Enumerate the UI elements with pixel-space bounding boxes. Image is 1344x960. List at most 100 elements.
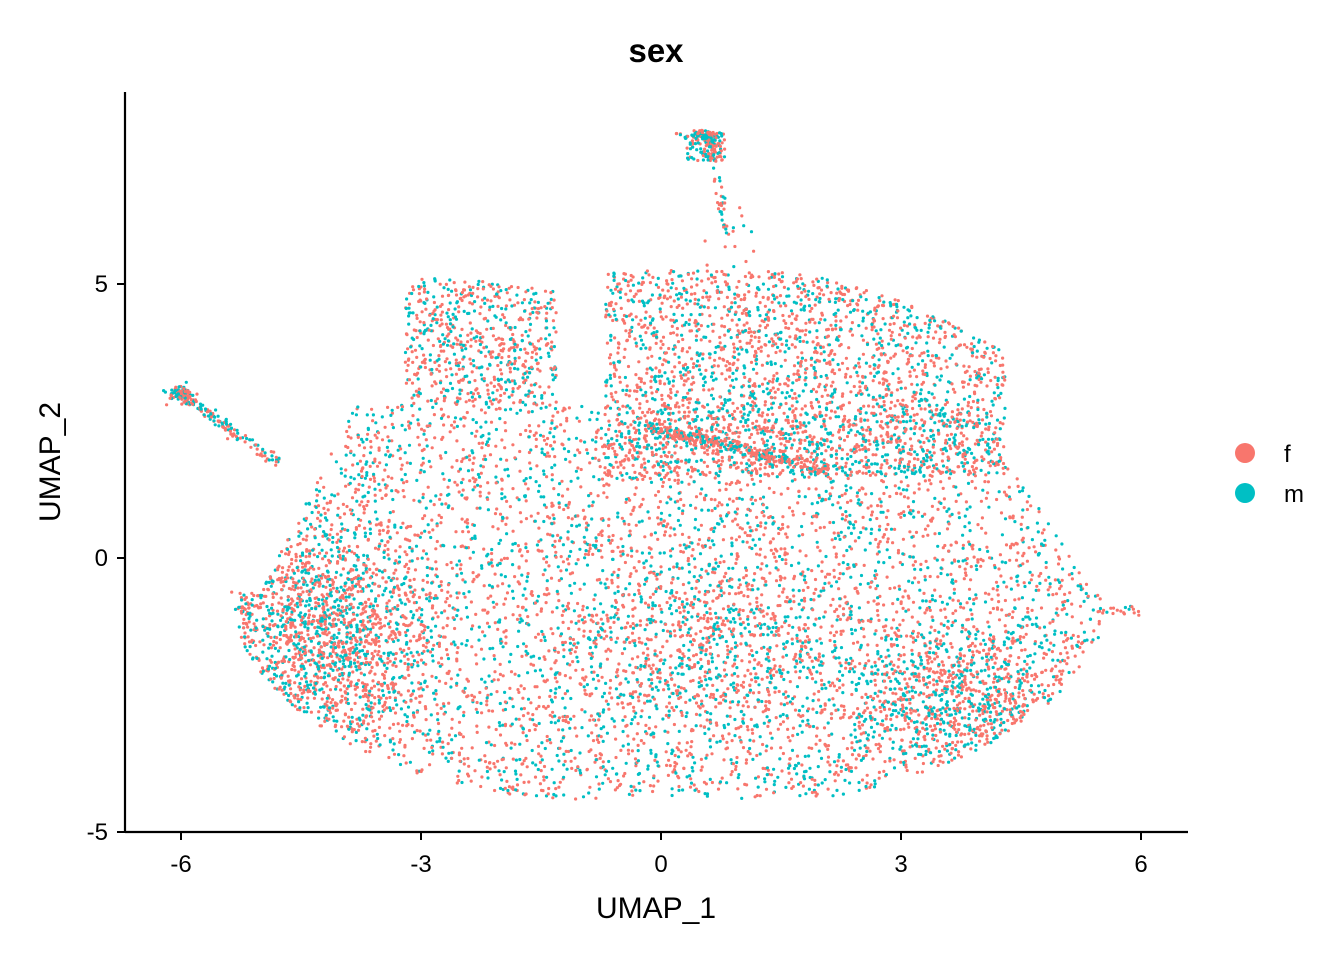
point-f: [1063, 592, 1067, 597]
point-m: [728, 610, 732, 614]
point-f: [712, 734, 716, 738]
point-f: [447, 701, 451, 705]
point-f: [779, 674, 784, 679]
point-m: [727, 566, 731, 570]
point-m: [498, 538, 503, 542]
point-m: [824, 554, 828, 559]
point-f: [565, 604, 570, 608]
point-f: [822, 726, 827, 730]
point-f: [280, 602, 284, 606]
point-f: [532, 433, 536, 437]
point-f: [810, 521, 814, 525]
point-f: [735, 496, 739, 501]
point-m: [361, 713, 365, 717]
point-f: [837, 562, 841, 566]
point-f: [539, 754, 543, 758]
point-f: [518, 511, 523, 515]
point-f: [563, 640, 568, 645]
point-f: [1008, 558, 1012, 562]
point-f: [956, 599, 961, 603]
point-f: [643, 461, 647, 465]
point-m: [975, 567, 979, 572]
point-m: [434, 494, 438, 498]
point-f: [636, 695, 641, 699]
point-m: [489, 692, 493, 696]
point-f: [472, 695, 476, 699]
point-f: [792, 438, 796, 442]
point-f: [899, 600, 903, 604]
point-f: [446, 590, 450, 594]
point-f: [789, 777, 794, 781]
point-m: [945, 602, 950, 606]
point-m: [1067, 670, 1071, 675]
point-f: [386, 449, 390, 453]
point-f: [407, 424, 411, 428]
point-m: [962, 418, 966, 422]
point-m: [557, 685, 562, 689]
point-m: [661, 717, 665, 721]
point-f: [607, 517, 611, 521]
point-f: [581, 508, 586, 512]
point-m: [553, 721, 557, 725]
point-m: [778, 757, 782, 761]
point-m: [756, 676, 760, 680]
point-f: [400, 405, 405, 409]
point-m: [431, 659, 435, 663]
point-m: [430, 654, 435, 658]
point-f: [406, 570, 410, 574]
point-f: [672, 722, 677, 727]
point-f: [668, 764, 672, 768]
point-f: [413, 568, 418, 572]
point-f: [824, 498, 828, 502]
point-f: [474, 478, 478, 482]
point-f: [887, 707, 892, 711]
point-f: [606, 777, 611, 781]
point-f: [768, 671, 772, 675]
point-f: [798, 549, 802, 553]
point-f: [549, 627, 553, 631]
point-f: [791, 509, 795, 513]
point-f: [317, 566, 321, 571]
point-f: [891, 691, 895, 695]
point-f: [632, 709, 636, 713]
point-f: [699, 724, 703, 728]
point-f: [566, 506, 570, 510]
point-m: [897, 466, 901, 471]
point-f: [312, 646, 316, 650]
point-f: [755, 428, 759, 432]
point-f: [602, 484, 606, 488]
point-f: [460, 746, 464, 750]
point-f: [755, 515, 759, 520]
point-f: [493, 788, 497, 793]
point-f: [634, 523, 638, 527]
point-f: [721, 538, 726, 542]
point-f: [623, 771, 627, 776]
point-m: [857, 498, 861, 502]
point-m: [691, 755, 695, 759]
point-f: [528, 461, 532, 465]
point-m: [753, 724, 757, 728]
point-f: [979, 724, 983, 728]
point-f: [771, 472, 775, 476]
point-m: [464, 606, 469, 610]
point-f: [504, 429, 508, 433]
point-f: [935, 655, 940, 659]
point-f: [289, 687, 293, 691]
point-f: [1006, 467, 1010, 471]
point-m: [810, 502, 814, 506]
point-f: [597, 718, 601, 722]
point-f: [463, 595, 467, 599]
point-m: [774, 566, 778, 570]
point-m: [815, 710, 819, 715]
point-f: [802, 511, 806, 516]
point-m: [569, 748, 573, 753]
point-f: [730, 673, 734, 677]
point-f: [794, 407, 798, 411]
point-f: [504, 741, 508, 745]
point-f: [1008, 516, 1012, 520]
point-m: [911, 737, 916, 741]
point-f: [557, 505, 562, 509]
point-f: [735, 406, 740, 410]
point-f: [584, 675, 588, 679]
point-m: [612, 719, 616, 723]
